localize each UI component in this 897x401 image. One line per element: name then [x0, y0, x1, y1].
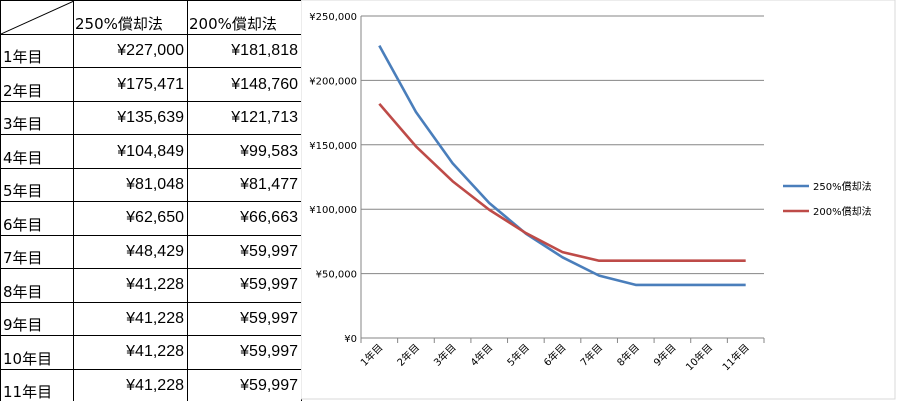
series-line-1[interactable] — [378, 102, 746, 263]
value-200-cell[interactable]: ¥59,997 — [187, 368, 302, 401]
year-cell[interactable]: 7年目 — [0, 234, 74, 270]
value-250-cell[interactable]: ¥227,000 — [73, 33, 188, 69]
value-200-cell[interactable]: ¥148,760 — [187, 67, 302, 102]
y-tick-label: ¥250,000 — [309, 12, 357, 23]
value-200-cell[interactable]: ¥121,713 — [187, 100, 302, 136]
value-200-cell[interactable]: ¥59,997 — [187, 301, 302, 337]
table-row: 7年目 ¥48,429 ¥59,997 — [0, 234, 302, 270]
value-250-cell[interactable]: ¥175,471 — [73, 67, 188, 102]
table-row: 9年目 ¥41,228 ¥59,997 — [0, 301, 302, 337]
table-row: 3年目 ¥135,639 ¥121,713 — [0, 100, 302, 136]
value-200-cell[interactable]: ¥59,997 — [187, 335, 302, 370]
legend-label: 200%償却法 — [813, 205, 872, 218]
header-250[interactable]: 250%償却法 — [73, 0, 188, 35]
year-cell[interactable]: 11年目 — [0, 368, 74, 401]
table-row: 4年目 ¥104,849 ¥99,583 — [0, 134, 302, 169]
value-250-cell[interactable]: ¥41,228 — [73, 301, 188, 337]
series-lines — [378, 44, 746, 287]
table-header-row: 250%償却法 200%償却法 — [0, 0, 302, 35]
year-cell[interactable]: 5年目 — [0, 167, 74, 203]
legend: 250%償却法 200%償却法 — [783, 180, 872, 218]
table-row: 8年目 ¥41,228 ¥59,997 — [0, 268, 302, 303]
legend-label: 250%償却法 — [813, 180, 872, 193]
year-cell[interactable]: 2年目 — [0, 67, 74, 102]
table-row: 10年目 ¥41,228 ¥59,997 — [0, 335, 302, 370]
table-row: 2年目 ¥175,471 ¥148,760 — [0, 67, 302, 102]
depreciation-table: 250%償却法 200%償却法 1年目 ¥227,000 ¥181,818 2年目 ¥1… — [0, 0, 302, 401]
value-250-cell[interactable]: ¥135,639 — [73, 100, 188, 136]
table-row: 6年目 ¥62,650 ¥66,663 — [0, 201, 302, 236]
value-200-cell[interactable]: ¥59,997 — [187, 234, 302, 270]
chart-svg: ¥0 ¥50,000 ¥100,000 ¥150,000 ¥200,000 ¥250,00… — [300, 0, 896, 400]
y-tick-label: ¥50,000 — [316, 270, 357, 281]
y-tick-label: ¥200,000 — [309, 76, 357, 87]
series-line-0[interactable] — [378, 44, 746, 287]
year-cell[interactable]: 8年目 — [0, 268, 74, 303]
value-200-cell[interactable]: ¥99,583 — [187, 134, 302, 169]
value-250-cell[interactable]: ¥62,650 — [73, 201, 188, 236]
y-tick-labels: ¥0 ¥50,000 ¥100,000 ¥150,000 ¥200,000 ¥250,00… — [309, 12, 357, 345]
year-cell[interactable]: 6年目 — [0, 201, 74, 236]
year-cell[interactable]: 9年目 — [0, 301, 74, 337]
value-200-cell[interactable]: ¥59,997 — [187, 268, 302, 303]
year-cell[interactable]: 1年目 — [0, 33, 74, 69]
table-row: 5年目 ¥81,048 ¥81,477 — [0, 167, 302, 203]
diagonal-line — [1, 1, 73, 34]
value-200-cell[interactable]: ¥66,663 — [187, 201, 302, 236]
gridlines — [360, 15, 765, 343]
corner-diagonal-cell[interactable] — [0, 0, 74, 35]
year-cell[interactable]: 3年目 — [0, 100, 74, 136]
chart-area-border[interactable] — [300, 0, 896, 400]
value-200-cell[interactable]: ¥81,477 — [187, 167, 302, 203]
year-cell[interactable]: 10年目 — [0, 335, 74, 370]
value-250-cell[interactable]: ¥41,228 — [73, 368, 188, 401]
header-200[interactable]: 200%償却法 — [187, 0, 302, 35]
value-200-cell[interactable]: ¥181,818 — [187, 33, 302, 69]
y-tick-label: ¥0 — [344, 334, 357, 345]
value-250-cell[interactable]: ¥41,228 — [73, 268, 188, 303]
line-chart: ¥0 ¥50,000 ¥100,000 ¥150,000 ¥200,000 ¥250,00… — [300, 0, 897, 401]
value-250-cell[interactable]: ¥81,048 — [73, 167, 188, 203]
value-250-cell[interactable]: ¥41,228 — [73, 335, 188, 370]
year-cell[interactable]: 4年目 — [0, 134, 74, 169]
value-250-cell[interactable]: ¥104,849 — [73, 134, 188, 169]
depreciation-table-wrap: 250%償却法 200%償却法 1年目 ¥227,000 ¥181,818 2年目 ¥1… — [0, 0, 302, 401]
y-tick-label: ¥100,000 — [309, 205, 357, 216]
y-tick-label: ¥150,000 — [309, 141, 357, 152]
table-row: 11年目 ¥41,228 ¥59,997 — [0, 368, 302, 401]
value-250-cell[interactable]: ¥48,429 — [73, 234, 188, 270]
table-row: 1年目 ¥227,000 ¥181,818 — [0, 33, 302, 69]
